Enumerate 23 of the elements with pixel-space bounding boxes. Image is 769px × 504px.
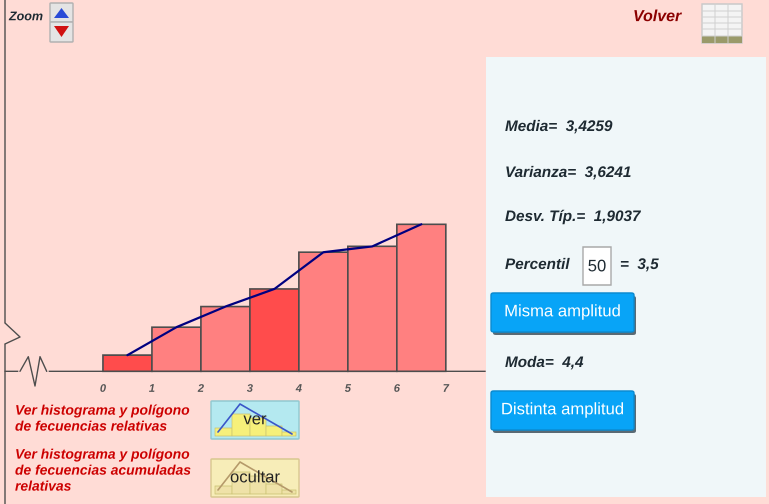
text: ver <box>243 415 266 424</box>
text: Volver <box>634 10 682 22</box>
x-tick-label: 1 <box>149 384 154 392</box>
text: Misma amplitud <box>506 304 620 320</box>
text: Ver histograma y polígono de fecuencias relativas <box>15 404 190 431</box>
text: 50 <box>588 260 606 272</box>
x-tick-label: 6 <box>394 384 400 392</box>
x-tick-label: 4 <box>296 384 302 392</box>
text: Ver histograma y polígono de fecuencias acumuladas relativas <box>15 448 191 491</box>
x-tick-label: 0 <box>100 384 106 392</box>
text: Media= 3,4259 <box>505 120 612 134</box>
x-tick-label: 5 <box>344 384 352 392</box>
text: = 3,5 <box>620 258 659 272</box>
text: Percentil <box>505 258 570 270</box>
x-tick-label: 3 <box>246 384 253 392</box>
text: Varianza= 3,6241 <box>506 166 631 180</box>
text: Distinta amplitud <box>502 402 624 418</box>
text: Desv. Típ.= 1,9037 <box>505 210 642 224</box>
text: Moda= 4,4 <box>505 356 584 370</box>
x-tick-label: 7 <box>444 384 450 392</box>
text: Zoom <box>8 12 42 20</box>
text: ocultar <box>230 470 280 482</box>
x-tick-label: 2 <box>198 384 204 392</box>
